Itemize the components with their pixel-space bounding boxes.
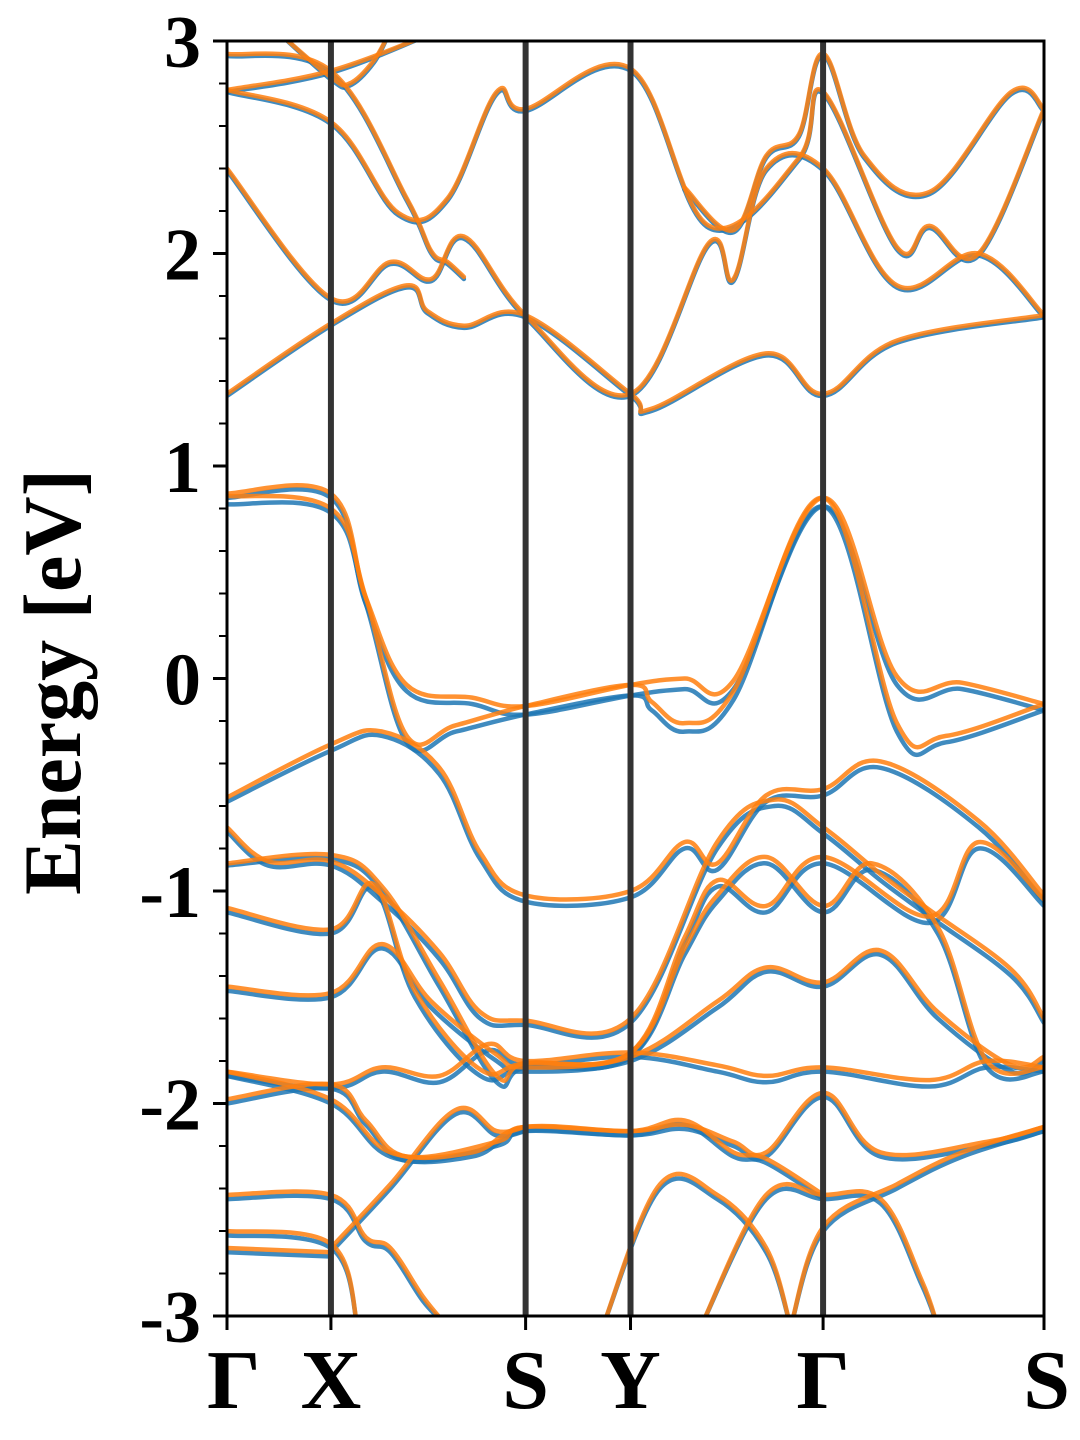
- band-line: [227, 1073, 826, 1202]
- y-tick-label: -2: [139, 1065, 201, 1147]
- band-line: [227, 1250, 334, 1259]
- band-line: [227, 483, 1044, 709]
- band-line: [227, 946, 1044, 1076]
- y-tick-label: -1: [139, 852, 201, 934]
- band-line: [227, 1189, 442, 1316]
- band-series-orange: [227, 41, 1044, 1316]
- band-line: [227, 1193, 440, 1316]
- y-tick-label: -3: [139, 1277, 201, 1359]
- x-tick-label: X: [301, 1334, 362, 1427]
- x-tick-label: S: [502, 1334, 549, 1427]
- k-path-lines: [327, 41, 827, 1316]
- band-line: [227, 1245, 334, 1255]
- x-tick-label: S: [1023, 1334, 1070, 1427]
- y-tick-label: 2: [164, 215, 201, 297]
- band-line: [227, 854, 1044, 1077]
- y-tick-label: 0: [164, 640, 201, 722]
- x-tick-label: Γ: [796, 1334, 849, 1427]
- x-tick-label: Y: [600, 1334, 661, 1427]
- band-line: [227, 1085, 1044, 1164]
- band-line: [682, 51, 1044, 233]
- band-line: [791, 1124, 1044, 1316]
- band-line: [227, 283, 1044, 414]
- band-line: [227, 803, 1044, 1040]
- y-axis: -3 -2 -1 0 1 2 3: [139, 2, 227, 1359]
- band-line: [227, 1081, 1044, 1160]
- band-line: [227, 839, 1044, 1084]
- x-tick-label: Γ: [207, 1334, 260, 1427]
- y-tick-label: 3: [164, 2, 201, 84]
- y-tick-label: 1: [164, 427, 201, 509]
- band-line: [227, 797, 1044, 1036]
- bands-layer: [227, 41, 1044, 1316]
- band-line: [227, 941, 1044, 1070]
- band-line: [682, 53, 1044, 235]
- band-line: [328, 1105, 528, 1251]
- band-line: [227, 151, 1044, 398]
- band-line: [284, 41, 388, 88]
- band-line: [227, 732, 1044, 909]
- band-line: [227, 1069, 826, 1198]
- band-line: [227, 153, 1044, 400]
- band-line: [703, 1181, 937, 1316]
- band-line: [227, 727, 1044, 902]
- y-axis-title: Energy [eV]: [7, 469, 98, 895]
